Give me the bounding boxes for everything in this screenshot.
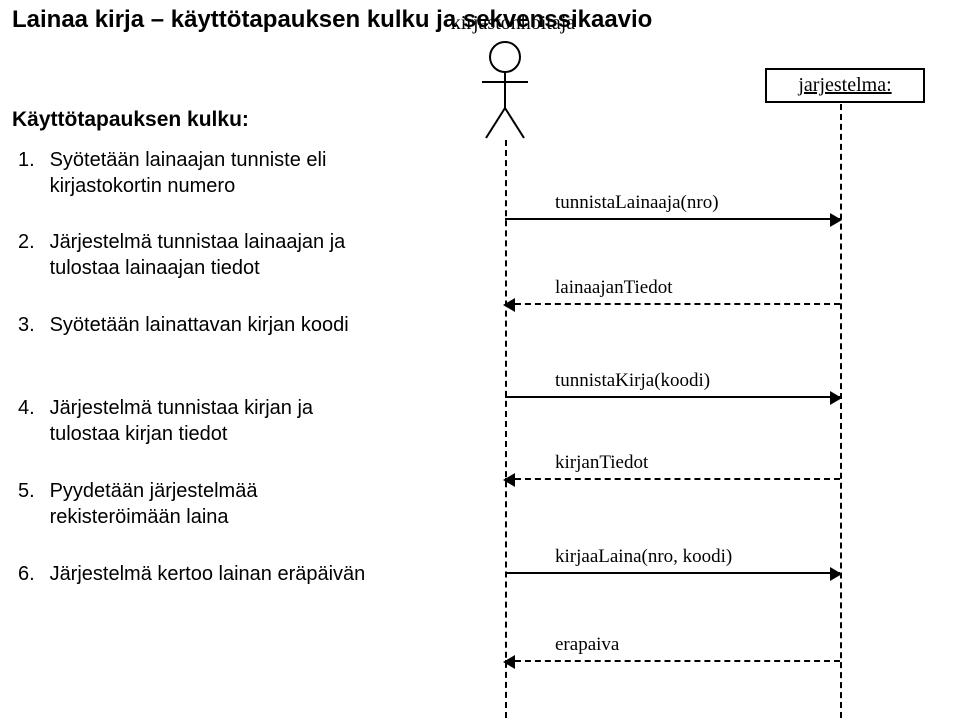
message-label: kirjanTiedot	[555, 452, 648, 474]
message-line	[505, 572, 840, 574]
step-3: 3. Syötetään lainattavan kirjan koodi	[18, 313, 388, 339]
actor-label: kirjastonhoitaja	[438, 12, 588, 35]
message-label: erapaiva	[555, 634, 619, 656]
step-1: 1. Syötetään lainaajan tunniste eli kirj…	[18, 148, 388, 199]
step-text: Pyydetään järjestelmää rekisteröimään la…	[50, 479, 380, 530]
step-text: Järjestelmä tunnistaa kirjan ja tulostaa…	[50, 396, 380, 447]
sequence-diagram: kirjastonhoitaja jarjestelma: tunnistaLa…	[420, 0, 960, 720]
message-line	[505, 478, 840, 480]
actor-lifeline	[505, 140, 507, 718]
message-line	[505, 660, 840, 662]
step-number: 6.	[18, 562, 44, 588]
message-line	[505, 303, 840, 305]
message-line	[505, 396, 840, 398]
step-number: 3.	[18, 313, 44, 339]
message-line	[505, 218, 840, 220]
step-number: 4.	[18, 396, 44, 422]
step-2: 2. Järjestelmä tunnistaa lainaajan ja tu…	[18, 230, 388, 281]
message-label: tunnistaKirja(koodi)	[555, 370, 710, 392]
message-label: lainaajanTiedot	[555, 277, 673, 299]
step-text: Järjestelmä kertoo lainan eräpäivän	[50, 562, 380, 588]
step-6: 6. Järjestelmä kertoo lainan eräpäivän	[18, 562, 388, 588]
message-label: tunnistaLainaaja(nro)	[555, 192, 719, 214]
step-number: 1.	[18, 148, 44, 174]
step-text: Järjestelmä tunnistaa lainaajan ja tulos…	[50, 230, 380, 281]
actor-icon	[480, 40, 530, 145]
message-label: kirjaaLaina(nro, koodi)	[555, 546, 732, 568]
step-5: 5. Pyydetään järjestelmää rekisteröimään…	[18, 479, 388, 530]
step-number: 2.	[18, 230, 44, 256]
step-number: 5.	[18, 479, 44, 505]
object-lifeline	[840, 104, 842, 718]
section-subtitle: Käyttötapauksen kulku:	[12, 108, 249, 132]
step-text: Syötetään lainattavan kirjan koodi	[50, 313, 380, 339]
object-box: jarjestelma:	[765, 68, 925, 103]
step-text: Syötetään lainaajan tunniste eli kirjast…	[50, 148, 380, 199]
step-4: 4. Järjestelmä tunnistaa kirjan ja tulos…	[18, 396, 388, 447]
